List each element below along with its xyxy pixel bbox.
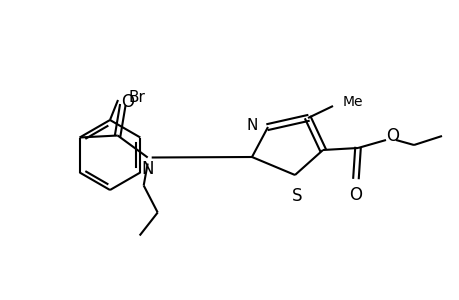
Text: Br: Br [129, 89, 146, 104]
Text: O: O [386, 127, 398, 145]
Text: O: O [349, 186, 362, 204]
Text: O: O [121, 92, 134, 110]
Text: Me: Me [342, 95, 363, 109]
Text: S: S [291, 187, 302, 205]
Text: N: N [141, 160, 154, 178]
Text: N: N [246, 118, 257, 133]
